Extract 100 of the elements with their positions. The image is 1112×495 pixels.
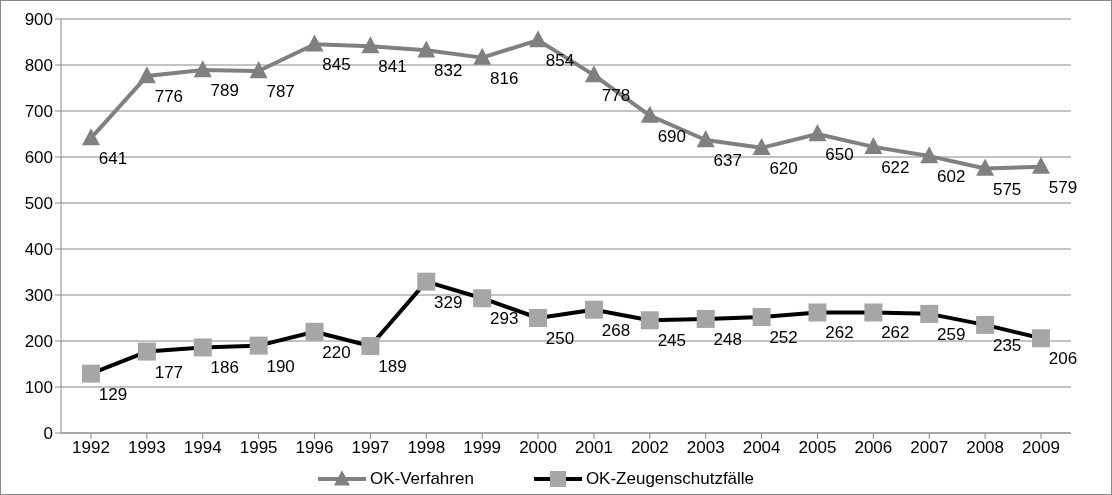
point	[584, 65, 603, 83]
x-tick-label: 1995	[239, 438, 278, 458]
data-label: 252	[769, 328, 798, 348]
point	[920, 146, 939, 164]
data-label: 622	[881, 157, 910, 177]
point	[864, 136, 883, 155]
x-tick-label: 2006	[854, 438, 893, 458]
x-tick-label: 1998	[407, 438, 446, 458]
data-label: 235	[992, 335, 1022, 355]
data-label: 776	[154, 87, 184, 107]
x-tick-label: 2005	[798, 438, 837, 458]
data-label: 778	[601, 86, 631, 106]
y-tick-label: 300	[24, 286, 53, 306]
legend-label: OK-Verfahren	[368, 469, 474, 489]
point	[82, 128, 100, 146]
point	[82, 364, 100, 383]
data-label: 262	[881, 323, 910, 343]
y-tick-label: 600	[24, 148, 53, 168]
data-label: 248	[713, 329, 742, 349]
data-label: 579	[1048, 177, 1078, 197]
point	[137, 66, 156, 84]
data-label: 620	[769, 158, 798, 178]
data-label: 190	[266, 356, 295, 376]
data-label: 575	[992, 179, 1022, 199]
x-tick-label: 1993	[127, 438, 166, 458]
point	[305, 34, 324, 52]
point	[305, 322, 324, 341]
point	[752, 137, 771, 155]
point	[361, 36, 380, 54]
x-tick-label: 1992	[72, 438, 110, 458]
x-tick-label: 1997	[351, 438, 390, 458]
data-label: 186	[210, 358, 239, 378]
data-label: 177	[154, 362, 184, 382]
point	[137, 342, 156, 361]
point	[473, 289, 492, 308]
point	[640, 105, 659, 123]
point	[584, 300, 603, 319]
y-tick-label: 0	[43, 424, 53, 444]
point	[529, 309, 548, 327]
data-label: 262	[825, 323, 854, 343]
point	[193, 60, 212, 78]
legend-label: OK-Zeugenschutzfälle	[584, 469, 755, 489]
data-label: 245	[657, 331, 687, 351]
point	[249, 336, 268, 355]
point	[920, 304, 939, 323]
y-tick-label: 900	[24, 10, 53, 30]
y-tick-label: 200	[24, 332, 53, 352]
point	[1032, 156, 1050, 174]
y-tick-label: 700	[24, 102, 53, 122]
x-tick-label: 2004	[742, 438, 781, 458]
data-label: 637	[713, 150, 742, 170]
point	[696, 309, 715, 328]
point	[249, 61, 268, 79]
data-label: 789	[210, 81, 239, 101]
x-tick-label: 1999	[463, 438, 502, 458]
point	[752, 308, 771, 327]
data-label: 268	[601, 320, 631, 340]
point	[529, 30, 548, 48]
x-tick-label: 1996	[295, 438, 334, 458]
point	[640, 311, 659, 330]
data-label: 690	[657, 126, 687, 146]
point	[808, 303, 827, 322]
x-tick-label: 2000	[519, 438, 557, 458]
point	[193, 338, 212, 357]
data-label: 641	[98, 149, 128, 169]
y-tick-label: 400	[24, 240, 53, 260]
data-label: 329	[434, 292, 463, 312]
y-tick-label: 100	[24, 378, 53, 398]
point	[473, 47, 492, 65]
data-label: 189	[378, 357, 407, 377]
point	[417, 272, 436, 291]
data-label: 602	[937, 167, 966, 187]
data-label: 841	[378, 57, 407, 77]
data-label: 832	[434, 61, 463, 81]
point	[417, 40, 436, 58]
x-tick-label: 2008	[966, 438, 1005, 458]
point	[696, 130, 715, 148]
point	[361, 337, 380, 356]
x-tick-label: 2009	[1022, 438, 1060, 458]
data-label: 259	[937, 324, 966, 344]
data-label: 250	[545, 329, 575, 348]
y-tick-label: 500	[24, 194, 53, 214]
x-tick-label: 2002	[630, 438, 669, 458]
data-label: 650	[825, 145, 854, 164]
x-tick-label: 2001	[575, 438, 613, 458]
point	[976, 315, 995, 334]
data-label: 845	[322, 55, 351, 75]
data-label: 816	[489, 68, 519, 88]
data-label: 206	[1048, 349, 1078, 369]
x-tick-label: 2003	[686, 438, 725, 458]
point	[808, 124, 827, 142]
point	[864, 303, 883, 322]
data-label: 220	[322, 342, 351, 362]
data-label: 129	[98, 384, 128, 404]
x-tick-label: 2007	[910, 438, 949, 458]
data-label: 854	[545, 51, 575, 71]
point	[1032, 329, 1050, 348]
data-label: 787	[266, 81, 295, 101]
y-tick-label: 800	[24, 56, 53, 76]
data-label: 293	[489, 309, 519, 329]
